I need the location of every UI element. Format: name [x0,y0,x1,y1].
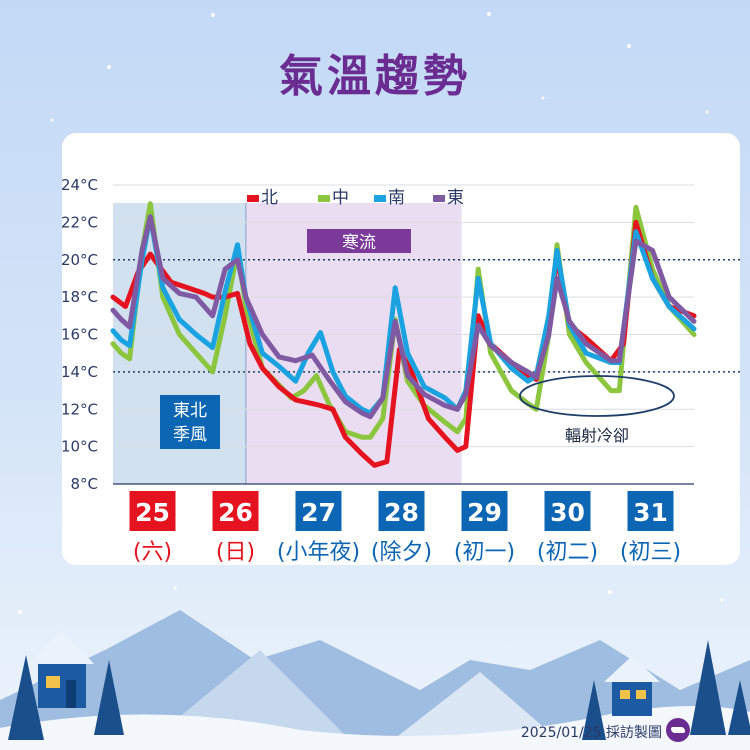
legend-label-south: 南 [388,188,405,208]
day-label: (日) [216,540,255,565]
house-right [604,656,660,716]
day-badge [461,491,508,531]
day-label: (除夕) [371,540,432,565]
cold-wave-label: 寒流 [342,233,376,253]
day-date: 28 [384,498,419,527]
snow-ground [0,706,750,750]
day-badge [295,491,342,531]
day-date: 30 [550,498,585,527]
day-badge [627,491,674,531]
y-tick-label: 12°C [61,400,98,418]
y-tick-label: 8°C [70,475,98,493]
legend-label-central: 中 [332,188,349,208]
day-label: (六) [133,540,172,565]
agency-logo-icon [666,718,690,742]
y-tick-label: 14°C [61,363,98,381]
series-line-east [110,214,697,420]
day-date: 29 [467,498,502,527]
y-tick-label: 16°C [61,326,98,344]
pine-trees [8,640,750,740]
day-date: 31 [633,498,668,527]
day-badge [129,491,176,531]
legend-swatch-south [374,195,386,202]
y-tick-label: 22°C [61,213,98,231]
day-date: 25 [135,498,170,527]
monsoon-label: 東北 [173,401,207,421]
day-badge [212,491,259,531]
monsoon-badge [160,395,220,449]
monsoon-label: 季風 [173,425,207,445]
day-badge [378,491,425,531]
radiative-cooling-ellipse [519,375,675,417]
day-date: 26 [218,498,253,527]
page-title: 氣溫趨勢 [279,51,471,102]
day-label: (初二) [537,540,598,565]
radiative-cooling-label: 輻射冷卻 [565,426,629,445]
day-badge [544,491,591,531]
day-label: (小年夜) [277,540,360,565]
day-date: 27 [301,498,336,527]
credit-text: 2025/01/25 採訪製圖 [520,725,662,741]
cold-wave-badge [307,229,411,253]
y-tick-label: 18°C [61,288,98,306]
day-label: (初一) [454,540,515,565]
legend-swatch-east [433,195,445,202]
series-line-central [110,201,697,440]
legend-label-north: 北 [261,188,278,208]
y-tick-label: 10°C [61,438,98,456]
y-tick-label: 24°C [61,176,98,194]
house-left [30,630,94,708]
day-label: (初三) [620,540,681,565]
legend-label-east: 東 [447,188,464,208]
legend-swatch-north [247,195,259,202]
y-tick-label: 20°C [61,251,98,269]
legend-swatch-central [318,195,330,202]
